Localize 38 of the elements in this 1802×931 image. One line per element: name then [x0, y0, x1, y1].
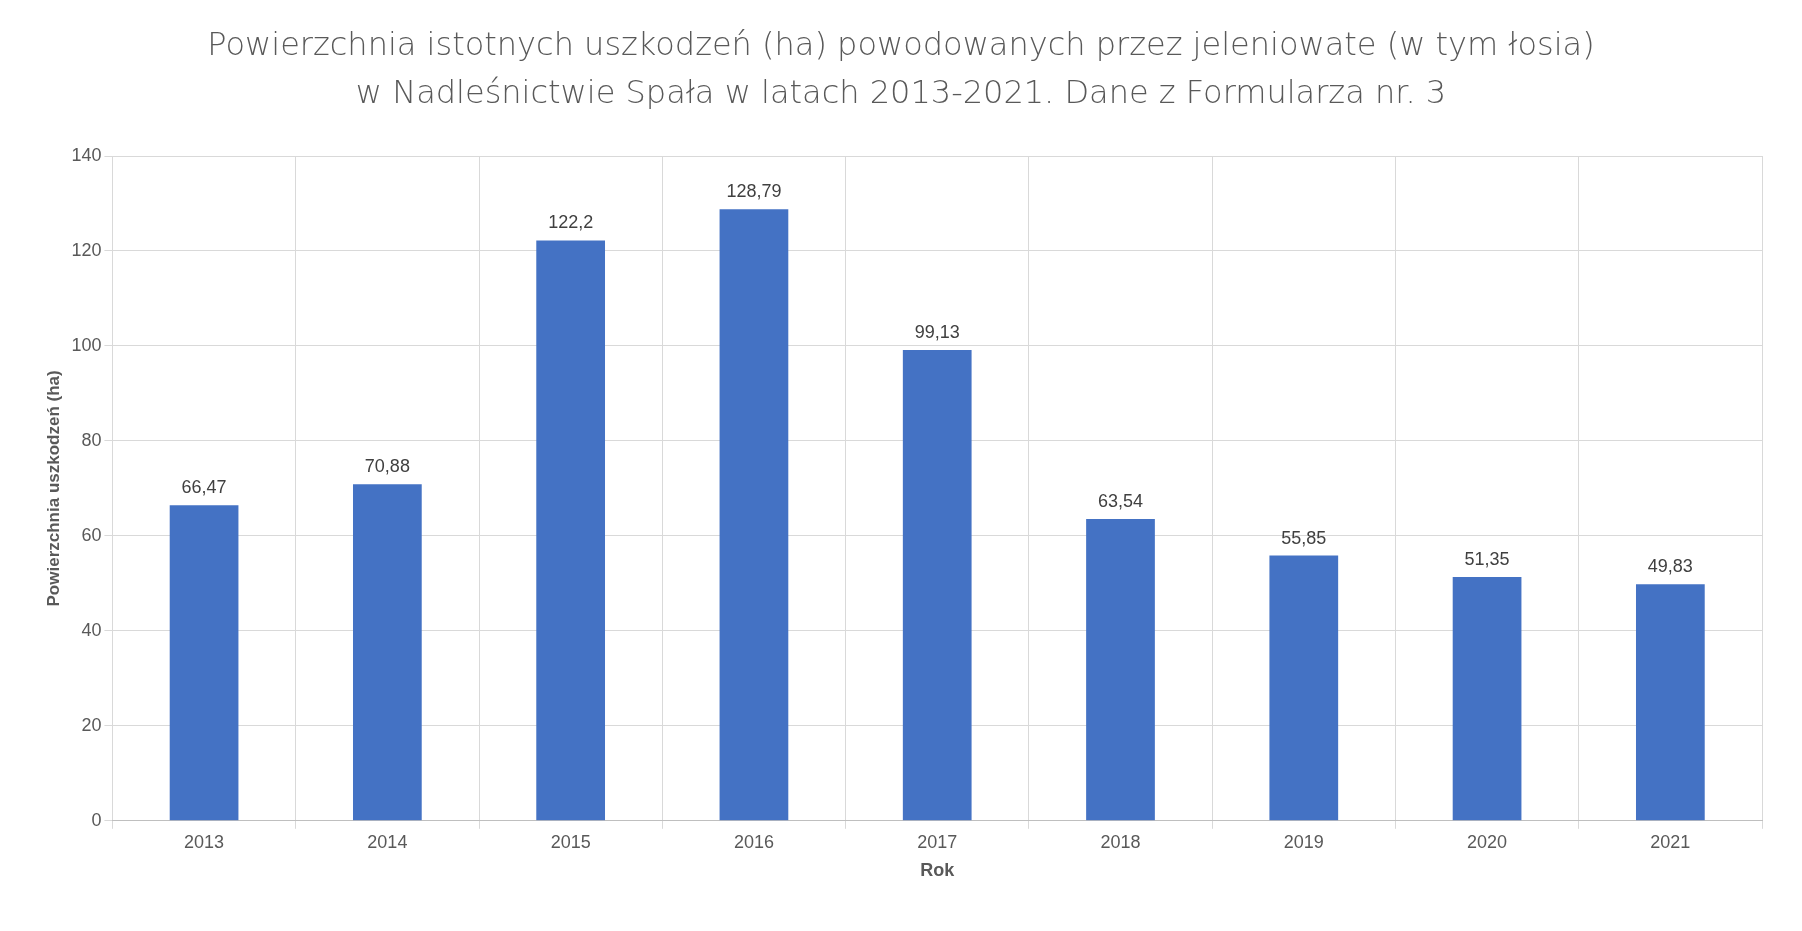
bar [902, 350, 972, 821]
y-tick-label: 0 [91, 809, 102, 830]
data-label: 66,47 [181, 477, 227, 498]
chart-title: Powierzchnia istotnych uszkodzeń (ha) powodowanych przez jeleniowate (w tym łosia) w Nadleśnictwie Spała w latach 2013-2021. Dane z Formularza nr. 3 [206, 24, 1596, 113]
data-label: 63,54 [1097, 491, 1144, 512]
bar [352, 484, 422, 821]
bar [536, 240, 606, 821]
data-label: 99,13 [914, 322, 960, 343]
y-tick-label: 40 [81, 619, 102, 640]
x-tick-label: 2013 [184, 831, 225, 852]
y-tick-label: 60 [81, 524, 102, 545]
y-tick-label: 80 [81, 429, 102, 450]
data-label: 122,2 [548, 212, 594, 233]
x-tick-label: 2014 [367, 831, 408, 852]
data-label: 51,35 [1464, 548, 1510, 569]
y-tick-label: 120 [71, 239, 102, 260]
y-tick-label: 100 [71, 334, 102, 355]
bar [169, 505, 239, 821]
data-label: 128,79 [726, 181, 782, 202]
x-tick-label: 2017 [917, 831, 958, 852]
data-label: 49,83 [1647, 556, 1693, 577]
y-axis-title: Powierzchnia uszkodzeń (ha) [43, 370, 63, 607]
x-tick-label: 2019 [1283, 831, 1324, 852]
x-tick-label: 2020 [1467, 831, 1508, 852]
bar [1452, 576, 1522, 821]
x-tick-label: 2016 [733, 831, 774, 852]
bar [1086, 519, 1155, 821]
y-tick-label: 140 [71, 144, 102, 165]
data-label: 70,88 [364, 456, 410, 477]
y-tick-label: 20 [81, 714, 102, 735]
bar [1269, 555, 1339, 821]
x-tick-label: 2018 [1100, 831, 1141, 852]
x-axis-title: Rok [920, 860, 956, 881]
bar [1635, 584, 1705, 821]
data-label: 55,85 [1281, 527, 1327, 548]
bar [719, 209, 789, 821]
x-tick-label: 2021 [1650, 831, 1691, 852]
x-tick-label: 2015 [550, 831, 591, 852]
